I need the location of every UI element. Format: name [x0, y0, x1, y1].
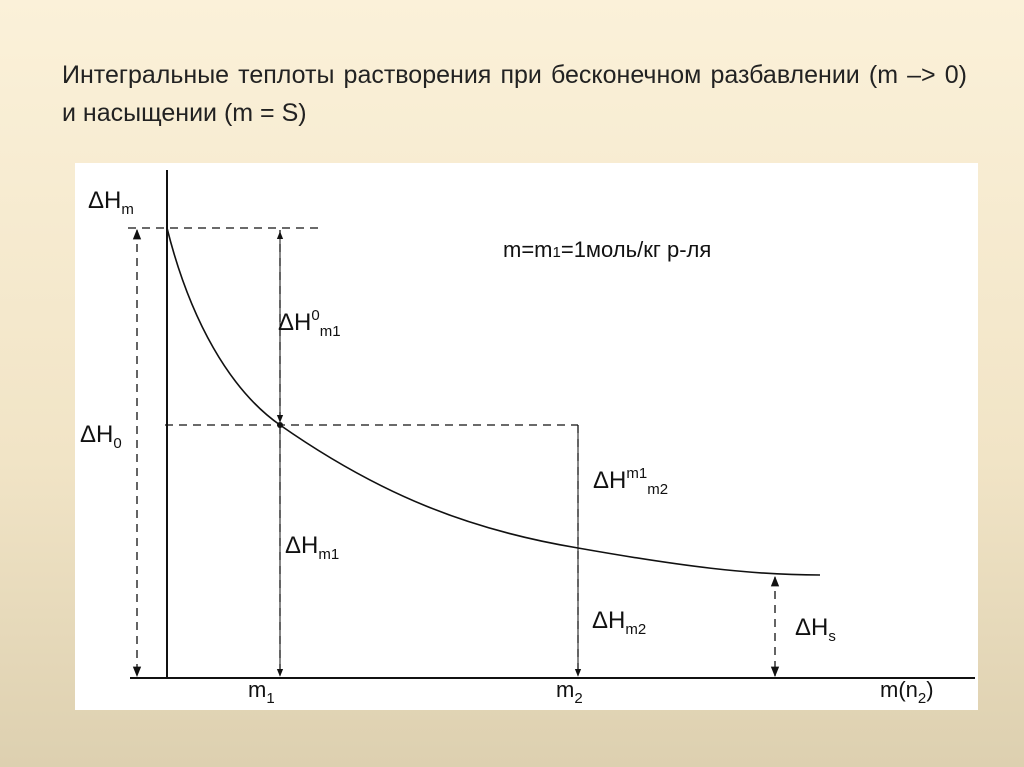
label-part: )	[926, 677, 933, 702]
label-part: s	[828, 628, 836, 645]
label-part: m1	[318, 546, 339, 563]
label-part: 2	[574, 690, 582, 707]
label-part: m2	[647, 481, 668, 498]
label-part: m2	[625, 621, 646, 638]
label-part: ΔH	[278, 309, 311, 336]
label-part: m	[556, 677, 574, 702]
label: ΔHm1m2	[593, 465, 668, 498]
label-part: ΔH	[593, 467, 626, 494]
label-part: 2	[918, 690, 926, 707]
label-part: ΔH	[80, 421, 113, 448]
label-part: 1	[266, 690, 274, 707]
label-part: m	[248, 677, 266, 702]
label: m(n2)	[880, 677, 934, 707]
label: ΔHs	[795, 614, 836, 645]
label-part: 1	[553, 244, 561, 261]
label: ΔHm1	[285, 532, 339, 563]
panel-bg	[75, 163, 978, 710]
label: m1	[248, 677, 275, 707]
label-part: m(n	[880, 677, 918, 702]
label-part: m1	[320, 323, 341, 340]
label-part: m=m	[503, 237, 553, 262]
label: ΔHm	[88, 187, 134, 218]
label: ΔH0m1	[278, 307, 341, 340]
label-part: =1моль/кг р-ля	[561, 237, 711, 262]
label-part: 0	[113, 435, 121, 452]
label: ΔHm2	[592, 607, 646, 638]
point	[277, 422, 283, 428]
curve	[166, 227, 821, 576]
label-part: ΔH	[795, 614, 828, 641]
label: m2	[556, 677, 583, 707]
label-part: m	[121, 201, 134, 218]
label-part: ΔH	[285, 532, 318, 559]
label-part: m1	[626, 465, 647, 482]
slide-title: Интегральные теплоты растворения при бес…	[62, 61, 967, 127]
label: m=m1=1моль/кг р-ля	[503, 237, 711, 262]
label-part: ΔH	[592, 607, 625, 634]
label-part: 0	[311, 307, 319, 324]
label-part: ΔH	[88, 187, 121, 214]
label: ΔH0	[80, 421, 122, 452]
